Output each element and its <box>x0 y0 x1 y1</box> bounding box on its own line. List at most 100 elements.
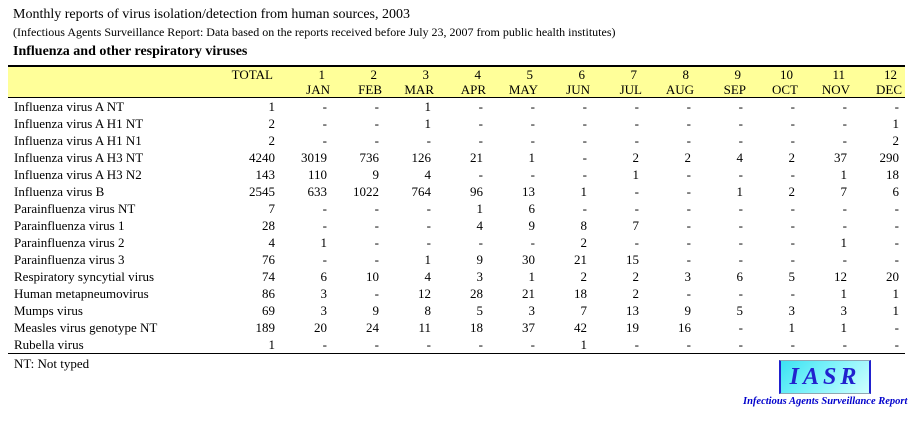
month-value: - <box>790 286 795 301</box>
month-value: - <box>374 201 379 216</box>
month-value: - <box>634 116 639 131</box>
month-value: - <box>634 99 639 114</box>
virus-name: Influenza virus A H3 NT <box>14 150 144 165</box>
month-value: 1 <box>788 320 796 335</box>
table-row: Influenza virus A H3 N2 143 110 9 4 - - - 1 - - - 1 1… <box>8 166 905 183</box>
month-value: 3 <box>840 303 848 318</box>
month-value: - <box>738 235 743 250</box>
month-value: 1 <box>541 336 593 354</box>
month-value: - <box>530 99 535 114</box>
total-value: 7 <box>268 201 276 216</box>
month-value: 4 <box>736 150 744 165</box>
month-value: - <box>582 150 587 165</box>
virus-name: Respiratory syncytial virus <box>14 269 155 284</box>
month-number-header: 2 <box>333 65 385 82</box>
month-value: 2 <box>788 150 796 165</box>
month-name-header: APR <box>437 82 489 98</box>
month-value: 19 <box>626 320 639 335</box>
month-value: - <box>686 252 691 267</box>
month-value: - <box>738 167 743 182</box>
month-value: - <box>374 133 379 148</box>
virus-name: Influenza virus A H3 N2 <box>14 167 142 182</box>
month-value: 6 <box>892 184 900 199</box>
month-value: - <box>686 133 691 148</box>
total-column-header: TOTAL <box>219 65 281 82</box>
month-value: 9 <box>372 167 380 182</box>
month-value: - <box>322 99 327 114</box>
month-name-header: DEC <box>853 82 905 98</box>
virus-name: Influenza virus A H1 N1 <box>14 133 142 148</box>
month-value: - <box>790 167 795 182</box>
iasr-logo: IASR Infectious Agents Surveillance Repo… <box>743 360 907 407</box>
month-value: - <box>749 336 801 354</box>
month-name-header: AUG <box>645 82 697 98</box>
month-value: 3019 <box>301 150 327 165</box>
month-value: 2 <box>788 184 796 199</box>
month-value: 1 <box>840 320 848 335</box>
month-name-header: MAR <box>385 82 437 98</box>
month-number-header: 1 <box>281 65 333 82</box>
virus-name: Influenza virus A H1 NT <box>14 116 144 131</box>
month-value: - <box>790 99 795 114</box>
month-name-header: MAY <box>489 82 541 98</box>
month-value: 13 <box>626 303 639 318</box>
month-value: - <box>686 201 691 216</box>
month-value: 7 <box>840 184 848 199</box>
month-value: 2 <box>580 235 588 250</box>
month-number-header: 5 <box>489 65 541 82</box>
virus-name: Measles virus genotype NT <box>14 320 158 335</box>
month-value: 37 <box>522 320 535 335</box>
month-value: 5 <box>476 303 484 318</box>
report-header: Monthly reports of virus isolation/detec… <box>0 0 912 62</box>
month-value: - <box>894 320 899 335</box>
month-value: - <box>686 235 691 250</box>
month-value: - <box>333 336 385 354</box>
month-value: 18 <box>574 286 587 301</box>
month-name-header: OCT <box>749 82 801 98</box>
month-value: - <box>374 116 379 131</box>
virus-name: Parainfluenza virus 3 <box>14 252 125 267</box>
month-number-header: 10 <box>749 65 801 82</box>
month-value: - <box>478 133 483 148</box>
month-value: - <box>842 201 847 216</box>
footnote: NT: Not typed <box>14 356 90 371</box>
month-value: - <box>634 133 639 148</box>
month-value: 2 <box>632 150 640 165</box>
header-spacer <box>8 82 219 98</box>
month-value: 1 <box>580 184 588 199</box>
month-value: 2 <box>632 286 640 301</box>
month-value: 7 <box>632 218 640 233</box>
report-source-note: (Infectious Agents Surveillance Report: … <box>13 25 616 39</box>
month-value: - <box>738 201 743 216</box>
virus-table-body: Influenza virus A NT 1- -1- - - - - - - - - Influen… <box>8 98 905 354</box>
month-value: - <box>374 235 379 250</box>
month-value: - <box>634 235 639 250</box>
month-value: 2 <box>892 133 900 148</box>
month-value: - <box>842 99 847 114</box>
month-value: - <box>853 336 905 354</box>
month-value: - <box>385 336 437 354</box>
total-value: 28 <box>262 218 275 233</box>
month-value: - <box>374 286 379 301</box>
month-value: - <box>686 286 691 301</box>
month-value: - <box>790 201 795 216</box>
month-value: 1 <box>424 116 432 131</box>
month-value: 10 <box>366 269 379 284</box>
month-number-header: 3 <box>385 65 437 82</box>
month-value: - <box>322 133 327 148</box>
month-value: - <box>530 133 535 148</box>
total-value: 2545 <box>249 184 275 199</box>
virus-name: Parainfluenza virus 2 <box>14 235 125 250</box>
month-value: 9 <box>684 303 692 318</box>
month-value: 2 <box>580 269 588 284</box>
month-value: 21 <box>470 150 483 165</box>
month-value: - <box>842 133 847 148</box>
month-value: 2 <box>684 150 692 165</box>
month-value: 3 <box>476 269 484 284</box>
month-value: 12 <box>418 286 431 301</box>
table-row: Measles virus genotype NT 189 20 24 11 18 37 42… <box>8 319 905 336</box>
month-value: - <box>686 184 691 199</box>
month-value: 736 <box>359 150 380 165</box>
total-value: 189 <box>255 320 276 335</box>
month-value: 18 <box>470 320 483 335</box>
